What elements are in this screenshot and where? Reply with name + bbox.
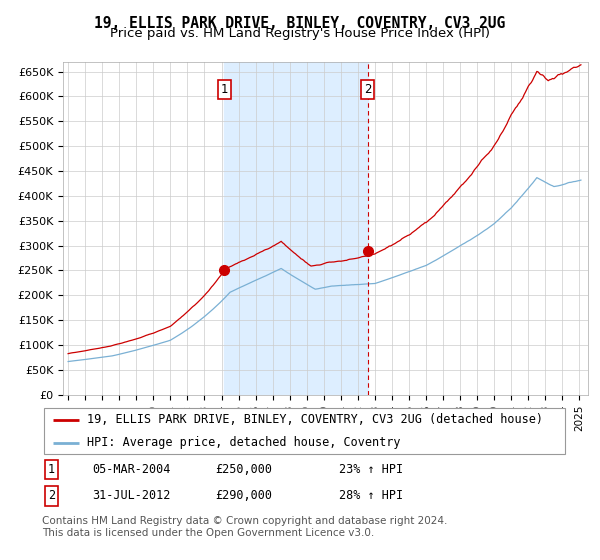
Text: 2: 2 bbox=[48, 489, 55, 502]
Text: 19, ELLIS PARK DRIVE, BINLEY, COVENTRY, CV3 2UG (detached house): 19, ELLIS PARK DRIVE, BINLEY, COVENTRY, … bbox=[86, 413, 542, 426]
Text: 05-MAR-2004: 05-MAR-2004 bbox=[92, 463, 170, 476]
Text: 28% ↑ HPI: 28% ↑ HPI bbox=[338, 489, 403, 502]
Text: £290,000: £290,000 bbox=[215, 489, 272, 502]
Text: 1: 1 bbox=[48, 463, 55, 476]
Text: HPI: Average price, detached house, Coventry: HPI: Average price, detached house, Cove… bbox=[86, 436, 400, 449]
Text: 19, ELLIS PARK DRIVE, BINLEY, COVENTRY, CV3 2UG: 19, ELLIS PARK DRIVE, BINLEY, COVENTRY, … bbox=[94, 16, 506, 31]
Text: 31-JUL-2012: 31-JUL-2012 bbox=[92, 489, 170, 502]
Text: Contains HM Land Registry data © Crown copyright and database right 2024.
This d: Contains HM Land Registry data © Crown c… bbox=[42, 516, 448, 538]
Text: £250,000: £250,000 bbox=[215, 463, 272, 476]
Text: 2: 2 bbox=[364, 83, 371, 96]
Text: Price paid vs. HM Land Registry's House Price Index (HPI): Price paid vs. HM Land Registry's House … bbox=[110, 27, 490, 40]
Bar bbox=[224, 62, 368, 395]
FancyBboxPatch shape bbox=[44, 408, 565, 454]
Text: 1: 1 bbox=[221, 83, 228, 96]
Text: 23% ↑ HPI: 23% ↑ HPI bbox=[338, 463, 403, 476]
